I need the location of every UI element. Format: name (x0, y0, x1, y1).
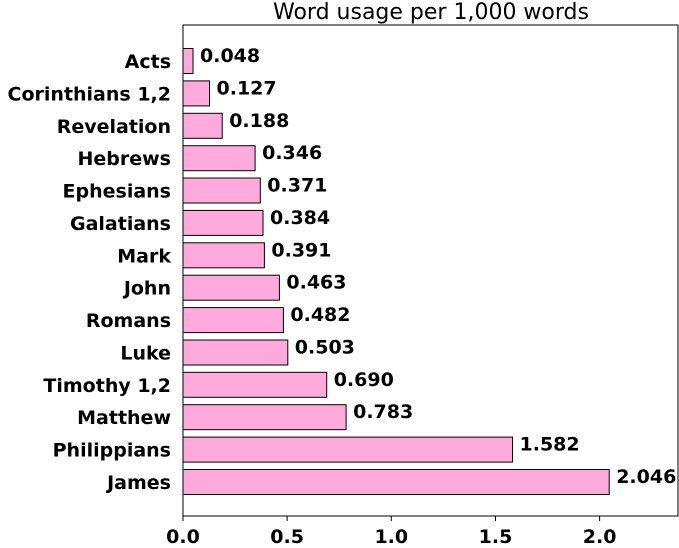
bar (182, 436, 513, 463)
category-label: Matthew (77, 407, 171, 429)
category-label: Revelation (57, 116, 171, 138)
bar (182, 145, 256, 172)
value-label: 0.503 (295, 337, 355, 359)
category-label: Timothy 1,2 (43, 375, 171, 397)
value-label: 0.346 (262, 142, 322, 164)
value-labels-group: 0.048 0.127 0.188 0.346 0.371 0.384 0.391 0.463… (200, 45, 676, 488)
x-axis: 0.0 0.5 1.0 1.5 2.0 (166, 516, 616, 548)
bar (182, 274, 280, 301)
value-label: 0.391 (271, 239, 331, 261)
bars-group (182, 48, 610, 495)
bar (182, 48, 194, 74)
category-label: Philippians (53, 440, 171, 462)
category-label: Luke (120, 343, 171, 365)
bar (182, 80, 210, 107)
value-label: 1.582 (520, 434, 580, 456)
bar (182, 307, 284, 334)
category-label: John (122, 278, 171, 300)
category-label: Hebrews (77, 148, 171, 170)
value-label: 0.690 (334, 369, 394, 391)
bar (182, 209, 264, 236)
category-label: Romans (86, 310, 171, 332)
x-tick-label: 0.5 (270, 526, 304, 548)
x-tick-label: 1.5 (479, 526, 513, 548)
value-label: 0.783 (353, 401, 413, 423)
bar (182, 404, 347, 431)
category-label: Galatians (70, 213, 171, 235)
value-label: 0.463 (286, 272, 346, 294)
plot-frame (182, 24, 679, 517)
value-label: 0.371 (267, 175, 327, 197)
value-label: 0.048 (200, 45, 260, 67)
category-labels-group: Acts Corinthians 1,2 Revelation Hebrews Ephe… (8, 51, 172, 494)
x-tick-label: 1.0 (374, 526, 408, 548)
category-label: Corinthians 1,2 (8, 83, 171, 105)
bar (182, 242, 265, 269)
bar (182, 177, 261, 204)
chart-title: Word usage per 1,000 words (273, 0, 589, 25)
category-label: Ephesians (63, 181, 171, 203)
category-label: James (105, 472, 171, 494)
bar (182, 371, 328, 398)
x-tick-label: 0.0 (166, 526, 200, 548)
value-label: 0.482 (290, 304, 350, 326)
category-label: Acts (125, 51, 171, 73)
x-tick-label: 2.0 (583, 526, 617, 548)
bar (182, 112, 223, 139)
value-label: 0.384 (270, 207, 330, 229)
bar (182, 469, 610, 495)
category-label: Mark (117, 245, 171, 267)
bar (182, 339, 289, 366)
value-label: 0.127 (217, 77, 277, 99)
value-label: 0.188 (229, 110, 289, 132)
value-label: 2.046 (616, 466, 676, 488)
